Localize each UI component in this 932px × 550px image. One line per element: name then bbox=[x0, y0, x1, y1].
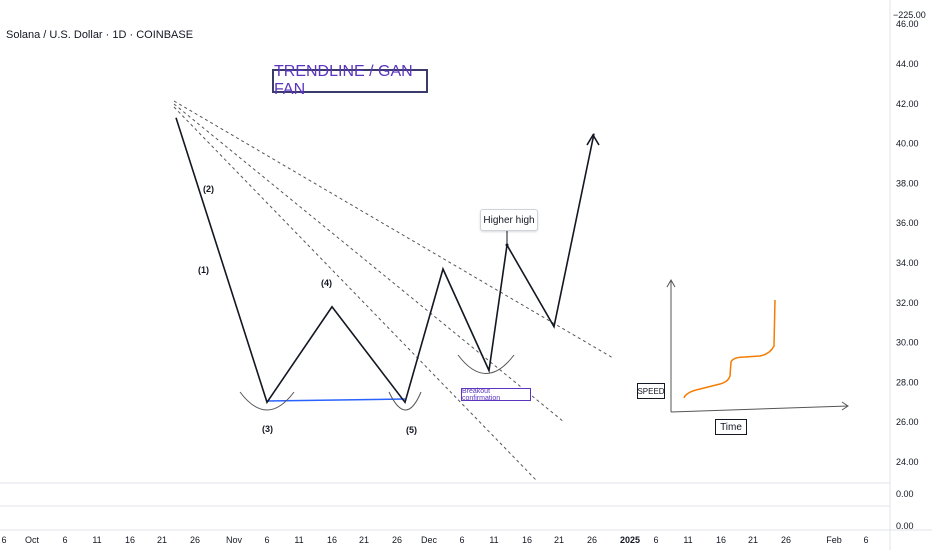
speed-time-diagram[interactable] bbox=[666, 278, 849, 413]
price-tick-label: 38.00 bbox=[896, 178, 919, 188]
lower-pane-label: 0.00 bbox=[896, 521, 914, 531]
fan-line[interactable] bbox=[173, 106, 537, 481]
price-tick-label: 44.00 bbox=[896, 59, 919, 69]
time-axis bbox=[670, 405, 849, 413]
speed-curve bbox=[683, 299, 776, 399]
wave-label-4: (4) bbox=[321, 278, 332, 288]
lower-pane-label: 0.00 bbox=[896, 489, 914, 499]
time-tick-label: 21 bbox=[157, 535, 167, 545]
price-tick-label: 32.00 bbox=[896, 298, 919, 308]
time-tick-label: 16 bbox=[125, 535, 135, 545]
time-axis[interactable]: 6 Oct 6 11 16 21 26 Nov 6 11 16 21 26 Dec 6 11 16 21 26 202… bbox=[1, 535, 868, 545]
arrowhead bbox=[586, 133, 600, 146]
time-tick-label: 26 bbox=[190, 535, 200, 545]
time-tick-label: 6 bbox=[459, 535, 464, 545]
time-tick-label: Dec bbox=[421, 535, 438, 545]
higher-high-callout[interactable]: Higher high bbox=[480, 209, 538, 231]
price-tick-label: 28.00 bbox=[896, 377, 919, 387]
fan-line[interactable] bbox=[173, 103, 565, 423]
time-tick-label: 6 bbox=[863, 535, 868, 545]
price-tick-label: 40.00 bbox=[896, 139, 919, 149]
time-tick-label: 11 bbox=[92, 535, 101, 545]
bottom-arc bbox=[457, 354, 515, 374]
time-tick-label: 16 bbox=[522, 535, 532, 545]
price-axis[interactable]: 46.00 44.00 42.00 40.00 38.00 36.00 34.00 32.00… bbox=[896, 19, 919, 467]
time-tick-label: 11 bbox=[294, 535, 303, 545]
time-tick-label: 16 bbox=[327, 535, 337, 545]
price-tick-label: 24.00 bbox=[896, 457, 919, 467]
time-tick-label: 6 bbox=[264, 535, 269, 545]
wave-label-2: (2) bbox=[203, 184, 214, 194]
top-axis-label: −225.00 bbox=[893, 10, 926, 20]
time-tick-label: 26 bbox=[781, 535, 791, 545]
time-tick-label: 21 bbox=[748, 535, 758, 545]
time-tick-label: 11 bbox=[683, 535, 692, 545]
price-tick-label: 42.00 bbox=[896, 99, 919, 109]
time-tick-label: 21 bbox=[359, 535, 369, 545]
price-tick-label: 30.00 bbox=[896, 338, 919, 348]
time-tick-label: 6 bbox=[62, 535, 67, 545]
bottom-arc bbox=[388, 391, 422, 411]
time-tick-label: 11 bbox=[489, 535, 498, 545]
wave-label-5: (5) bbox=[406, 425, 417, 435]
time-tick-label: 2025 bbox=[620, 535, 640, 545]
time-axis-arrow bbox=[841, 401, 849, 411]
bottom-arcs bbox=[239, 354, 515, 411]
wave-label-3: (3) bbox=[262, 424, 273, 434]
price-tick-label: 46.00 bbox=[896, 19, 919, 29]
bottom-arc bbox=[239, 391, 295, 411]
wave-label-1: (1) bbox=[198, 265, 209, 275]
title-box[interactable]: TRENDLINE / GAN FAN bbox=[272, 63, 428, 98]
time-label[interactable]: Time bbox=[715, 419, 747, 435]
price-tick-label: 34.00 bbox=[896, 258, 919, 268]
speed-axis-arrow bbox=[666, 278, 676, 288]
breakout-label[interactable]: Breakout confirmation bbox=[461, 388, 531, 402]
time-tick-label: Nov bbox=[226, 535, 243, 545]
time-tick-label: Oct bbox=[25, 535, 40, 545]
symbol-label: Solana / U.S. Dollar · 1D · COINBASE bbox=[6, 29, 194, 41]
gann-fan[interactable] bbox=[173, 100, 614, 481]
time-tick-label: 26 bbox=[587, 535, 597, 545]
price-tick-label: 36.00 bbox=[896, 218, 919, 228]
price-tick-label: 26.00 bbox=[896, 417, 919, 427]
higher-high-point bbox=[505, 243, 509, 247]
time-tick-label: 6 bbox=[653, 535, 658, 545]
time-tick-label: Feb bbox=[826, 535, 842, 545]
time-tick-label: 21 bbox=[554, 535, 564, 545]
support-line[interactable] bbox=[266, 398, 406, 402]
speed-label[interactable]: SPEED bbox=[637, 383, 665, 399]
fan-line[interactable] bbox=[173, 100, 614, 359]
time-tick-label: 6 bbox=[1, 535, 6, 545]
time-tick-label: 16 bbox=[716, 535, 726, 545]
time-tick-label: 26 bbox=[392, 535, 402, 545]
price-path[interactable] bbox=[175, 117, 595, 405]
